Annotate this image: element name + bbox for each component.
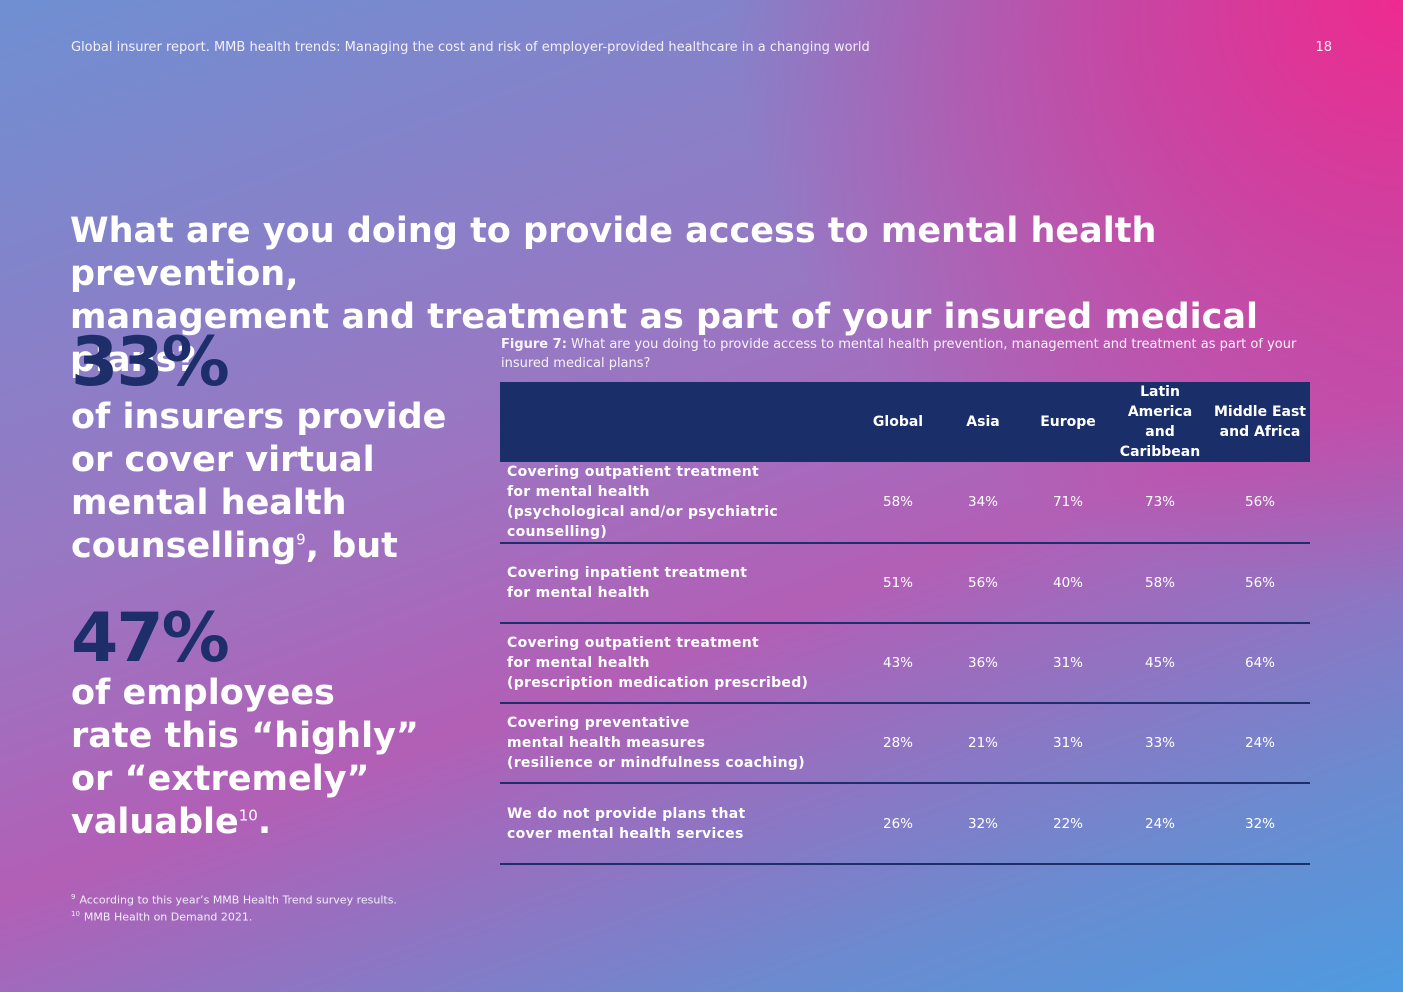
cell-global: 51% bbox=[856, 543, 940, 624]
cell-global: 43% bbox=[856, 623, 940, 704]
row-label-line: mental health measures bbox=[507, 735, 706, 751]
stat-employees-value: 47% bbox=[71, 599, 230, 678]
cell-middle-east-africa: 56% bbox=[1210, 543, 1310, 624]
footnote-10-number: 10 bbox=[71, 910, 80, 918]
footnote-9-number: 9 bbox=[71, 893, 76, 901]
header-blank bbox=[500, 382, 856, 462]
running-header: Global insurer report. MMB health trends… bbox=[71, 40, 870, 55]
stat-insurers-text: of insurers provide or cover virtual men… bbox=[71, 396, 471, 568]
row-label-line: for mental health bbox=[507, 484, 650, 500]
row-label: Covering outpatient treatment for mental… bbox=[500, 462, 856, 544]
table-row: We do not provide plans that cover menta… bbox=[500, 783, 1310, 865]
footnote-10-text: MMB Health on Demand 2021. bbox=[83, 910, 253, 924]
figure-caption: Figure 7: What are you doing to provide … bbox=[501, 335, 1301, 373]
cell-latin-america: 24% bbox=[1110, 783, 1210, 865]
cell-global: 58% bbox=[856, 462, 940, 544]
stat-employees-line-2: rate this “highly” bbox=[71, 716, 419, 756]
stat-employees-line-4: valuable10. bbox=[71, 801, 471, 844]
stat-insurers-line-3: mental health bbox=[71, 483, 347, 523]
cell-asia: 36% bbox=[940, 623, 1026, 704]
row-label-line: for mental health bbox=[507, 655, 650, 671]
footnote-ref-10: 10 bbox=[238, 806, 258, 825]
table-row: Covering preventative mental health meas… bbox=[500, 703, 1310, 784]
row-label: We do not provide plans that cover menta… bbox=[500, 783, 856, 865]
page-number: 18 bbox=[1315, 40, 1332, 55]
cell-latin-america: 73% bbox=[1110, 462, 1210, 544]
stat-employees-line-1: of employees bbox=[71, 673, 335, 713]
row-label-line: Covering outpatient treatment bbox=[507, 635, 760, 651]
row-label-line: We do not provide plans that bbox=[507, 805, 746, 822]
cell-middle-east-africa: 32% bbox=[1210, 783, 1310, 865]
row-label-line: (prescription medication prescribed) bbox=[507, 675, 809, 691]
stat-employees-line-4-tail: . bbox=[257, 802, 272, 842]
figure-caption-text: What are you doing to provide access to … bbox=[501, 337, 1297, 371]
cell-global: 26% bbox=[856, 783, 940, 865]
page-title-line-1: What are you doing to provide access to … bbox=[70, 211, 1157, 294]
cell-latin-america: 33% bbox=[1110, 703, 1210, 784]
stat-employees-line-3: or “extremely” bbox=[71, 759, 370, 799]
header-europe: Europe bbox=[1040, 414, 1096, 430]
cell-latin-america: 45% bbox=[1110, 623, 1210, 704]
row-label: Covering outpatient treatment for mental… bbox=[500, 623, 856, 704]
cell-europe: 31% bbox=[1026, 703, 1110, 784]
row-label-line: Covering inpatient treatment bbox=[507, 565, 748, 581]
row-label-line: for mental health bbox=[507, 585, 650, 601]
row-label-line: (psychological and/or psychiatric counse… bbox=[507, 504, 778, 540]
footnote-9-text: According to this year’s MMB Health Tren… bbox=[79, 893, 397, 907]
cell-middle-east-africa: 24% bbox=[1210, 703, 1310, 784]
figure-label: Figure 7: bbox=[501, 337, 567, 352]
header-latin-america: Latin America and Caribbean bbox=[1119, 384, 1201, 460]
cell-europe: 40% bbox=[1026, 543, 1110, 624]
header-middle-east-africa: Middle East and Africa bbox=[1214, 404, 1306, 440]
stat-insurers-line-4: counselling9, but bbox=[71, 525, 471, 568]
stat-insurers-line-4-text: counselling bbox=[71, 526, 297, 566]
cell-asia: 56% bbox=[940, 543, 1026, 624]
table-header-row: Global Asia Europe Latin America and Car… bbox=[500, 382, 1310, 462]
cell-latin-america: 58% bbox=[1110, 543, 1210, 624]
cell-global: 28% bbox=[856, 703, 940, 784]
cell-europe: 22% bbox=[1026, 783, 1110, 865]
header-global: Global bbox=[872, 414, 924, 430]
footnote-9: 9 According to this year’s MMB Health Tre… bbox=[71, 893, 397, 907]
page-title: What are you doing to provide access to … bbox=[70, 210, 1350, 382]
row-label-line: (resilience or mindfulness coaching) bbox=[507, 755, 805, 771]
footnote-10: 10 MMB Health on Demand 2021. bbox=[71, 910, 252, 924]
table-row: Covering outpatient treatment for mental… bbox=[500, 623, 1310, 704]
stat-insurers-value: 33% bbox=[71, 323, 230, 402]
row-label-line: cover mental health services bbox=[507, 825, 744, 842]
mental-health-table: Global Asia Europe Latin America and Car… bbox=[500, 382, 1310, 865]
stat-employees-line-4-text: valuable bbox=[71, 802, 239, 842]
page-title-line-2: management and treatment as part of your… bbox=[70, 297, 1259, 380]
stat-insurers-line-4-tail: , but bbox=[305, 526, 398, 566]
cell-asia: 32% bbox=[940, 783, 1026, 865]
stat-insurers-line-1: of insurers provide bbox=[71, 397, 447, 437]
stat-insurers-line-2: or cover virtual bbox=[71, 440, 375, 480]
stat-employees-text: of employees rate this “highly” or “extr… bbox=[71, 672, 471, 844]
header-asia: Asia bbox=[966, 414, 1000, 430]
cell-asia: 34% bbox=[940, 462, 1026, 544]
row-label: Covering inpatient treatment for mental … bbox=[500, 543, 856, 624]
cell-europe: 31% bbox=[1026, 623, 1110, 704]
footnote-ref-9: 9 bbox=[296, 530, 306, 549]
table-row: Covering inpatient treatment for mental … bbox=[500, 543, 1310, 624]
cell-europe: 71% bbox=[1026, 462, 1110, 544]
table-row: Covering outpatient treatment for mental… bbox=[500, 462, 1310, 544]
cell-middle-east-africa: 64% bbox=[1210, 623, 1310, 704]
cell-middle-east-africa: 56% bbox=[1210, 462, 1310, 544]
row-label-line: Covering preventative bbox=[507, 715, 690, 731]
cell-asia: 21% bbox=[940, 703, 1026, 784]
row-label-line: Covering outpatient treatment bbox=[507, 464, 760, 480]
row-label: Covering preventative mental health meas… bbox=[500, 703, 856, 784]
